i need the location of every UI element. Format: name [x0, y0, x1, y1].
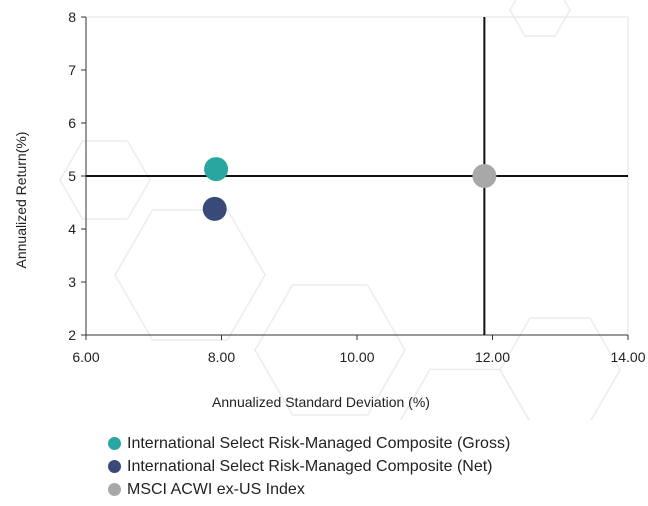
legend-item-net: International Select Risk-Managed Compos… — [108, 455, 510, 478]
legend-item-gross: International Select Risk-Managed Compos… — [108, 432, 510, 455]
x-tick-label: 14.00 — [610, 349, 645, 365]
x-tick-label: 12.00 — [475, 349, 510, 365]
legend-marker-gross — [108, 437, 121, 450]
background-hexagon — [254, 284, 406, 416]
legend-label-net: International Select Risk-Managed Compos… — [127, 457, 493, 475]
y-tick-label: 2 — [68, 327, 76, 343]
y-tick-label: 7 — [68, 62, 76, 78]
x-axis-ticks: 6.00 8.00 10.00 12.00 14.00 — [72, 335, 646, 365]
y-tick-label: 4 — [68, 221, 76, 237]
scatter-chart: 2 3 4 5 6 7 8 6.00 8.00 10.00 12.00 14.00 Annualiz… — [13, 0, 646, 420]
background-hexagon-pattern — [59, 0, 621, 420]
x-tick-label: 6.00 — [72, 349, 99, 365]
data-point-net — [202, 196, 227, 221]
y-axis-ticks: 2 3 4 5 6 7 8 — [68, 9, 86, 343]
x-axis-title: Annualized Standard Deviation (%) — [212, 394, 430, 410]
x-tick-label: 10.00 — [339, 349, 374, 365]
legend-label-index: MSCI ACWI ex-US Index — [127, 480, 305, 498]
legend-item-index: MSCI ACWI ex-US Index — [108, 478, 510, 501]
background-hexagon — [114, 209, 266, 341]
legend: International Select Risk-Managed Compos… — [108, 432, 510, 501]
y-tick-label: 6 — [68, 115, 76, 131]
reference-lines — [86, 17, 628, 335]
legend-marker-index — [108, 483, 121, 496]
background-hexagon — [509, 0, 571, 37]
y-tick-label: 3 — [68, 274, 76, 290]
data-point-index — [472, 164, 497, 188]
legend-label-gross: International Select Risk-Managed Compos… — [127, 434, 511, 452]
y-tick-label: 5 — [68, 168, 76, 184]
y-tick-label: 8 — [68, 9, 76, 25]
x-tick-label: 8.00 — [208, 349, 235, 365]
data-points — [202, 157, 497, 221]
data-point-gross — [204, 157, 229, 182]
background-hexagon — [499, 317, 621, 420]
legend-marker-net — [108, 460, 121, 473]
y-axis-title: Annualized Return(%) — [13, 132, 29, 269]
background-hexagon — [59, 140, 151, 220]
